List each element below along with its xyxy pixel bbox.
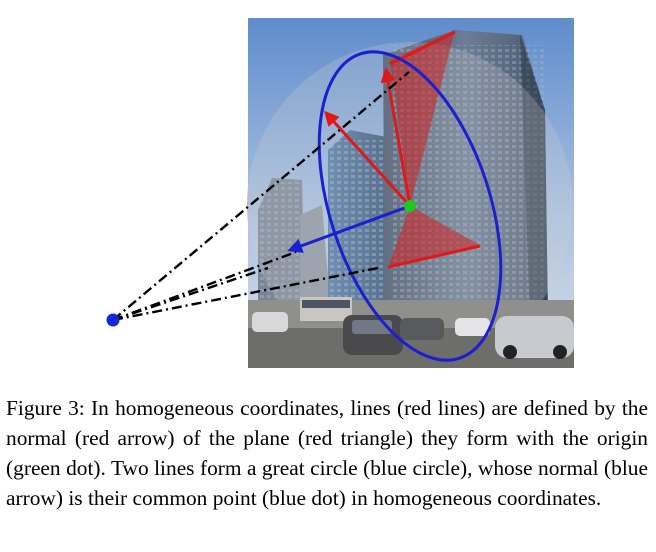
figure-caption: Figure 3: In homogeneous coordinates, li… <box>6 393 648 513</box>
figure-illustration <box>106 18 574 368</box>
great-circle <box>317 50 503 362</box>
caption-label: Figure 3: <box>6 396 85 420</box>
origin-dot <box>404 200 416 212</box>
red-arrow-1 <box>380 67 412 207</box>
red-plane-lower <box>388 206 480 268</box>
red-line-lower <box>387 244 481 269</box>
caption-text: In homogeneous coordinates, lines (red l… <box>6 396 648 510</box>
red-arrow-2 <box>323 110 412 208</box>
blue-arrow <box>287 204 411 253</box>
projection-lines <box>112 71 410 322</box>
common-point-dot <box>106 313 120 327</box>
